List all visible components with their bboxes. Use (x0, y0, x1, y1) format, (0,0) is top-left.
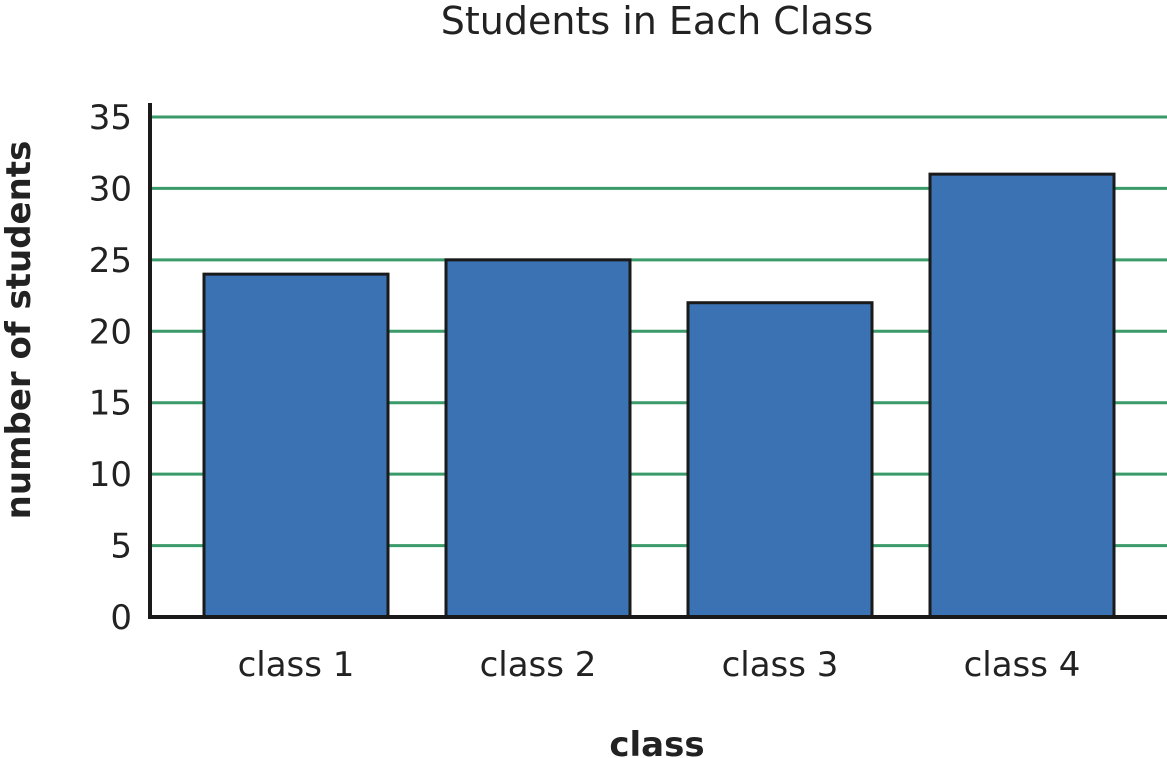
x-axis-label: class (609, 725, 704, 758)
y-tick-label: 35 (89, 98, 132, 138)
x-tick-label: class 3 (722, 645, 839, 685)
y-tick-label: 0 (110, 598, 132, 638)
bar-4 (928, 172, 1116, 619)
x-tick-labels: class 1 class 2 class 3 class 4 (238, 645, 1081, 685)
bar-1 (202, 272, 390, 619)
x-tick-label: class 2 (480, 645, 597, 685)
bar-3 (686, 301, 874, 619)
bar-2 (444, 258, 632, 619)
y-tick-label: 5 (110, 527, 132, 567)
axes (148, 103, 1167, 619)
bars (202, 172, 1116, 619)
y-tick-label: 20 (89, 312, 132, 352)
x-tick-label: class 4 (964, 645, 1081, 685)
y-tick-label: 30 (89, 169, 132, 209)
y-tick-labels: 0 5 10 15 20 25 30 35 (89, 98, 132, 638)
y-tick-label: 15 (89, 384, 132, 424)
y-tick-label: 10 (89, 455, 132, 495)
x-tick-label: class 1 (238, 645, 355, 685)
y-axis-label: number of students (0, 141, 39, 520)
chart-title: Students in Each Class (441, 0, 874, 43)
y-tick-label: 25 (89, 241, 132, 281)
